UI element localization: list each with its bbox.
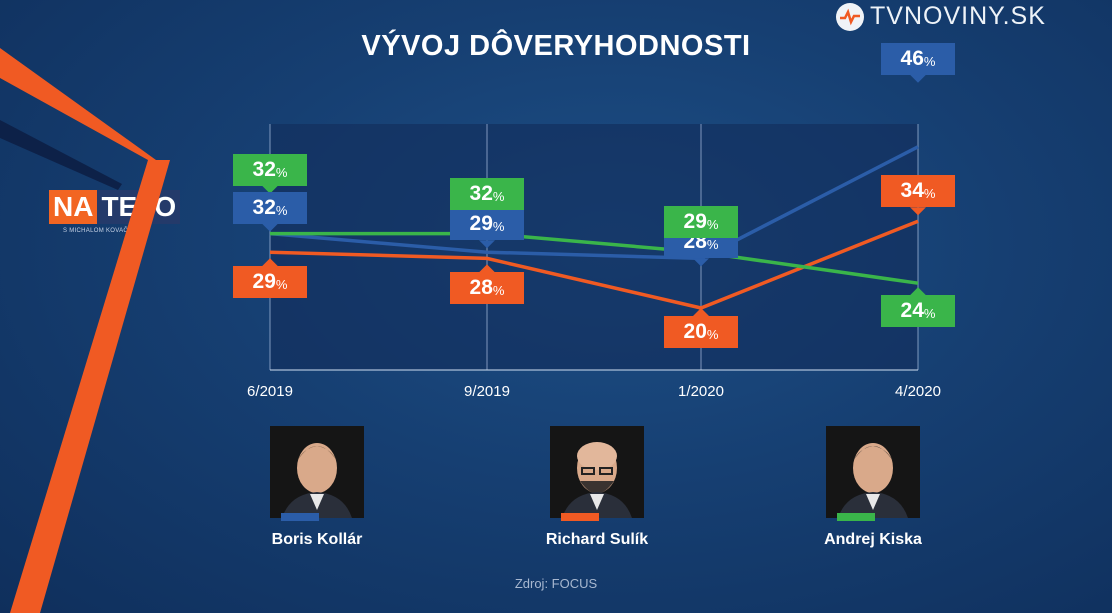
chart-title: VÝVOJ DÔVERYHODNOSTI bbox=[361, 30, 751, 62]
data-label: 24% bbox=[881, 295, 955, 328]
source-note: Zdroj: FOCUS bbox=[514, 576, 598, 591]
data-label: 29% bbox=[233, 266, 307, 299]
legend-color-stripe bbox=[281, 513, 319, 521]
data-label: 46% bbox=[881, 42, 955, 75]
data-label-value: 29 bbox=[469, 212, 493, 236]
data-label-value: 46 bbox=[900, 46, 924, 70]
data-label: 29% bbox=[450, 208, 524, 241]
data-label-pointer bbox=[262, 185, 278, 194]
data-label: 34% bbox=[881, 175, 955, 208]
data-label-value: 32 bbox=[252, 157, 276, 181]
data-label-pointer bbox=[479, 264, 495, 273]
legend-color-stripe bbox=[837, 513, 875, 521]
x-tick-label: 9/2019 bbox=[464, 383, 510, 400]
x-tick-label: 6/2019 bbox=[247, 383, 293, 400]
data-label-value: 34 bbox=[900, 179, 924, 203]
series-line-3 bbox=[270, 231, 919, 285]
person-photo bbox=[826, 426, 920, 518]
plot-area bbox=[270, 124, 918, 370]
tvnoviny-logo: TVNOVINY.SK bbox=[836, 2, 1046, 31]
series-line-1 bbox=[269, 145, 919, 261]
data-label-unit: % bbox=[492, 219, 505, 235]
data-label: 32% bbox=[233, 191, 307, 224]
data-label-unit: % bbox=[923, 53, 936, 69]
data-label-unit: % bbox=[706, 217, 719, 233]
legend-name: Andrej Kiska bbox=[824, 531, 922, 548]
data-label-pointer bbox=[262, 223, 278, 232]
data-label-pointer bbox=[479, 240, 495, 249]
data-label-value: 28 bbox=[469, 276, 493, 300]
data-label: 32% bbox=[450, 177, 524, 210]
data-label-pointer bbox=[910, 287, 926, 296]
data-label: 29% bbox=[664, 206, 738, 239]
data-label-pointer bbox=[262, 258, 278, 267]
data-label: 32% bbox=[233, 153, 307, 186]
data-label: 20% bbox=[664, 316, 738, 348]
data-label-unit: % bbox=[275, 277, 288, 293]
brand-name: TVNOVINY.SK bbox=[870, 2, 1046, 30]
data-label-unit: % bbox=[275, 164, 288, 180]
person-photo bbox=[550, 426, 644, 518]
data-label-unit: % bbox=[923, 306, 936, 322]
show-logo-na: NA bbox=[49, 190, 98, 224]
legend-name: Boris Kollár bbox=[271, 531, 363, 548]
data-label-value: 29 bbox=[683, 210, 707, 234]
data-label-value: 20 bbox=[683, 320, 707, 343]
data-label-value: 29 bbox=[252, 270, 276, 294]
x-tick-label: 4/2020 bbox=[895, 383, 941, 400]
data-label-unit: % bbox=[923, 186, 936, 202]
data-label-unit: % bbox=[492, 188, 505, 204]
legend-color-stripe bbox=[561, 513, 599, 521]
legend-name: Richard Sulík bbox=[545, 531, 649, 548]
data-label-pointer bbox=[910, 74, 926, 83]
series-line-2 bbox=[269, 219, 919, 310]
x-tick-label: 1/2020 bbox=[678, 383, 724, 400]
data-label-unit: % bbox=[706, 237, 719, 253]
data-label-unit: % bbox=[492, 283, 505, 299]
data-label-pointer bbox=[693, 258, 709, 267]
data-label-pointer bbox=[910, 207, 926, 216]
person-photo bbox=[270, 426, 364, 518]
data-label-unit: % bbox=[706, 327, 719, 342]
data-label: 28% bbox=[450, 272, 524, 305]
data-label-unit: % bbox=[275, 202, 288, 218]
data-label-pointer bbox=[693, 308, 709, 316]
tvnoviny-icon bbox=[836, 2, 864, 31]
data-label-value: 32 bbox=[469, 181, 493, 205]
data-label-value: 32 bbox=[252, 195, 276, 219]
show-subtitle: S MICHALOM KOVAČICOM bbox=[63, 228, 145, 234]
data-label-value: 24 bbox=[900, 299, 924, 323]
